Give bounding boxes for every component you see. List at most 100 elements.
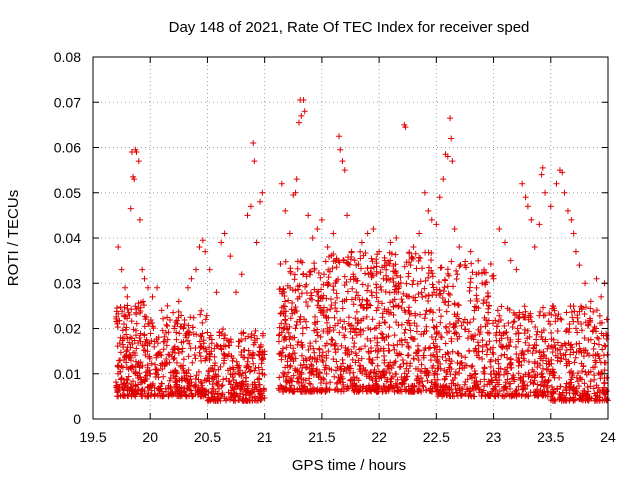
data-point [196,349,203,356]
data-point [483,351,490,358]
data-point [132,388,139,395]
axis-ticks [92,56,609,420]
data-point [496,371,503,378]
data-point [193,372,200,379]
data-point [525,312,532,319]
data-point [387,299,394,306]
data-point [132,303,139,310]
data-point [355,319,362,326]
data-point [405,343,412,350]
data-point [454,392,461,399]
data-point [590,346,597,353]
data-point [244,358,251,365]
data-point [168,353,175,360]
data-point [346,261,353,268]
data-point [537,308,544,315]
data-point [433,380,440,387]
data-point [584,383,591,390]
data-point [215,395,222,402]
data-point [410,277,417,284]
data-point [363,297,370,304]
data-point [341,167,348,174]
data-point [586,394,593,401]
data-point [113,305,120,312]
data-point [330,327,337,334]
data-point [334,387,341,394]
data-point [191,351,198,358]
data-point [425,207,432,214]
data-point [482,279,489,286]
data-point [261,371,268,378]
data-point [157,349,164,356]
data-point [436,346,443,353]
data-point [119,308,126,315]
data-point [336,329,343,336]
data-point [511,318,518,325]
data-point [211,373,218,380]
data-point [454,336,461,343]
data-point [230,397,237,404]
data-point [448,258,455,265]
data-point [585,396,592,403]
data-point [353,289,360,296]
data-point [425,371,432,378]
data-point [502,239,508,246]
data-point [124,293,131,300]
data-point [395,280,402,287]
data-point [572,354,579,361]
data-point [465,328,472,335]
data-point [282,320,289,327]
data-point [593,307,600,314]
data-point [596,389,603,396]
data-point [162,329,169,336]
data-point [579,368,586,375]
data-point [141,378,148,385]
data-point [236,371,243,378]
data-point [253,239,260,246]
data-point [504,370,511,377]
data-point [434,376,441,383]
data-point [147,370,154,377]
data-point [456,370,463,377]
x-tick-label: 23 [486,429,502,445]
data-point [164,323,171,330]
data-point [533,336,540,343]
data-point [198,391,205,398]
data-point [324,244,331,251]
data-point [192,375,199,382]
data-point [601,359,608,366]
data-point [414,373,421,380]
data-point [423,387,430,394]
data-point [315,298,322,305]
data-point [213,342,220,349]
data-point [551,342,558,349]
data-point [601,367,608,374]
data-point [324,282,331,289]
data-point [415,356,422,363]
data-point [333,278,340,285]
data-point [513,351,520,358]
data-point [593,325,600,332]
data-point [490,351,497,358]
data-point [557,358,564,365]
data-point [539,357,546,364]
data-point [420,383,427,390]
data-point [578,396,585,403]
data-point [213,289,220,296]
data-point [330,251,337,258]
data-point [276,332,283,339]
data-point [434,371,441,378]
data-point [481,376,488,383]
data-point [592,357,599,364]
data-point [464,386,471,393]
data-point [550,369,557,376]
data-point [601,342,608,349]
data-point [354,320,361,327]
data-point [451,330,458,337]
x-tick-label: 22 [371,429,387,445]
data-point [440,390,447,397]
data-point [467,319,474,326]
data-point [245,347,252,354]
data-point [366,375,373,382]
data-point [603,335,610,342]
